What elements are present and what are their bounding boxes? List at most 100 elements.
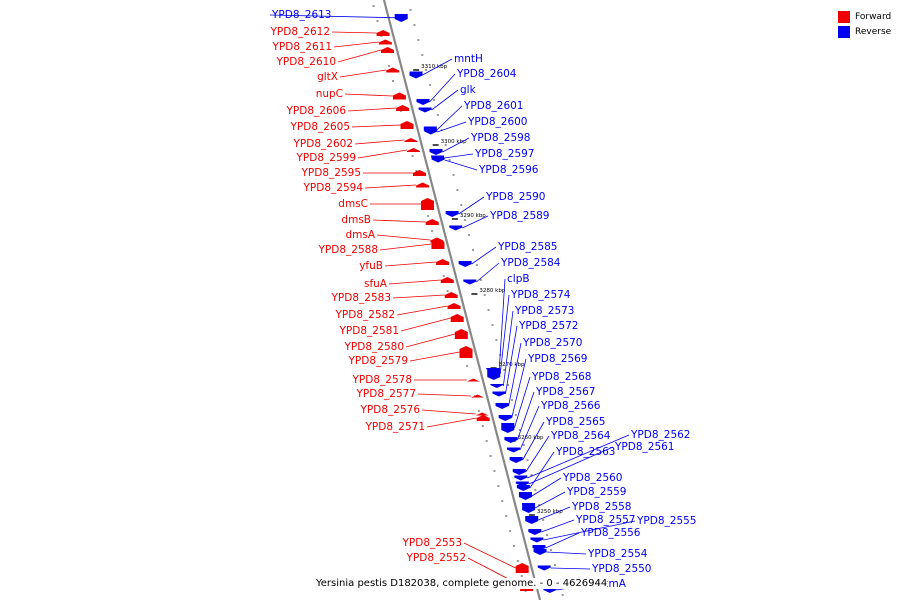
- reverse-gene-shape: [504, 437, 518, 443]
- forward-gene-shape: [425, 219, 439, 225]
- forward-gene-shape: [386, 67, 400, 73]
- forward-gene-label: YPD8_2552: [406, 552, 466, 564]
- forward-gene-label: YPD8_2553: [402, 537, 462, 549]
- reverse-gene-shape: [431, 157, 445, 163]
- reverse-gene-shape: [509, 457, 523, 463]
- forward-gene-label: YPD8_2588: [318, 244, 378, 256]
- reverse-leader-line: [431, 89, 459, 111]
- reverse-gene-label: YPD8_2585: [497, 241, 557, 253]
- scale-label: 3270 kbp: [499, 362, 525, 368]
- reverse-gene-label: YPD8_2584: [500, 257, 561, 269]
- reverse-leader-line: [513, 376, 531, 429]
- reverse-gene-shape: [418, 107, 432, 113]
- forward-gene-shape: [450, 314, 464, 322]
- forward-gene-shape: [475, 412, 489, 416]
- forward-gene-shape: [378, 39, 392, 45]
- reverse-leader-line: [546, 551, 587, 555]
- reverse-gene-label: YPD8_2555: [636, 515, 696, 527]
- reverse-gene-label: YPD8_2590: [485, 191, 545, 203]
- reverse-gene-shape: [533, 549, 547, 555]
- reverse-gene-shape: [498, 415, 512, 421]
- forward-leader-line: [379, 243, 432, 251]
- reverse-gene-label: YPD8_2573: [514, 305, 574, 317]
- reverse-gene-label: YPD8_2589: [489, 210, 549, 222]
- gene-shapes: [376, 14, 557, 593]
- reverse-leader-line: [522, 421, 545, 461]
- scale-label: 3280 kbp: [479, 288, 505, 294]
- forward-gene-label: yfuB: [359, 260, 383, 272]
- forward-gene-shape: [421, 198, 435, 210]
- scale-label: 3250 kbp: [537, 509, 563, 515]
- forward-leader-line: [384, 261, 437, 267]
- reverse-gene-shape: [501, 423, 515, 433]
- reverse-gene-label: YPD8_2568: [531, 371, 591, 383]
- forward-gene-label: YPD8_2602: [293, 138, 353, 150]
- forward-gene-label: YPD8_2580: [344, 341, 404, 353]
- reverse-gene-label: YPD8_2613: [271, 9, 331, 21]
- reverse-leader-line: [531, 477, 562, 497]
- reverse-leader-line: [543, 520, 636, 541]
- reverse-leader-line: [499, 294, 510, 375]
- reverse-gene-label: YPD8_2565: [545, 416, 605, 428]
- reverse-gene-shape: [458, 261, 472, 267]
- forward-gene-label: YPD8_2583: [331, 292, 391, 304]
- scale-label: 3310 kbp: [421, 64, 447, 70]
- reverse-gene-shape: [514, 475, 528, 481]
- reverse-gene-label: YPD8_2554: [587, 548, 648, 560]
- forward-gene-shape: [381, 47, 394, 53]
- caption-sequence-name: Yersinia pestis D182038, complete genome…: [316, 578, 537, 589]
- forward-gene-label: dmsA: [345, 229, 375, 241]
- reverse-gene-label: YPD8_2597: [474, 148, 534, 160]
- reverse-leader-line: [527, 434, 630, 479]
- forward-gene-shape: [396, 105, 410, 111]
- reverse-gene-label: clpB: [507, 273, 530, 285]
- reverse-leader-line: [528, 446, 614, 485]
- legend-forward: Forward: [838, 9, 891, 24]
- reverse-gene-label: YPD8_2558: [571, 501, 631, 513]
- reverse-gene-label: YPD8_2557: [575, 514, 635, 526]
- forward-gene-label: YPD8_2577: [356, 388, 416, 400]
- reverse-gene-label: YPD8_2600: [467, 116, 527, 128]
- forward-gene-shape: [459, 346, 473, 358]
- scale-label: 3290 kbp: [460, 213, 486, 219]
- forward-leader-line: [344, 93, 393, 97]
- forward-gene-label: dmsB: [341, 214, 371, 226]
- reverse-leader-line: [442, 137, 470, 153]
- reverse-gene-shape: [518, 492, 532, 500]
- forward-leader-line: [354, 139, 405, 145]
- reverse-gene-shape: [424, 129, 438, 135]
- forward-gene-shape: [392, 92, 406, 100]
- reverse-gene-shape: [525, 516, 539, 524]
- forward-gene-label: sfuA: [364, 278, 388, 290]
- forward-leader-line: [409, 351, 460, 362]
- caption-range-end: 4626944: [562, 578, 608, 589]
- reverse-gene-shape: [495, 403, 509, 409]
- reverse-gene-shape: [537, 565, 551, 571]
- reverse-gene-shape: [507, 447, 520, 453]
- reverse-leader-line: [436, 105, 463, 131]
- scale-label: 3300 kbp: [441, 139, 467, 145]
- reverse-gene-shape: [409, 71, 423, 79]
- forward-gene-label: YPD8_2579: [348, 355, 408, 367]
- reverse-gene-label: YPD8_2569: [527, 353, 587, 365]
- legend-forward-label: Forward: [855, 11, 892, 22]
- reverse-gene-label: YPD8_2572: [518, 320, 578, 332]
- forward-leader-line: [333, 41, 379, 48]
- forward-leader-line: [357, 149, 408, 159]
- reverse-leader-line: [534, 491, 566, 509]
- forward-leader-line: [351, 124, 401, 128]
- forward-gene-shape: [431, 239, 445, 249]
- forward-leader-line: [388, 279, 441, 285]
- forward-leader-line: [392, 294, 445, 299]
- reverse-leader-line: [519, 405, 540, 451]
- reverse-gene-label: YPD8_2560: [562, 472, 622, 484]
- forward-gene-label: YPD8_2610: [276, 56, 336, 68]
- forward-leader-line: [331, 31, 377, 34]
- forward-leader-line: [372, 219, 426, 223]
- forward-gene-shape: [515, 563, 529, 573]
- reverse-gene-label: YPD8_2564: [550, 430, 611, 442]
- forward-leader-line: [347, 107, 397, 112]
- reverse-gene-label: YPD8_2556: [580, 527, 641, 539]
- reverse-gene-label: YPD8_2596: [478, 164, 539, 176]
- forward-gene-shape: [454, 329, 468, 339]
